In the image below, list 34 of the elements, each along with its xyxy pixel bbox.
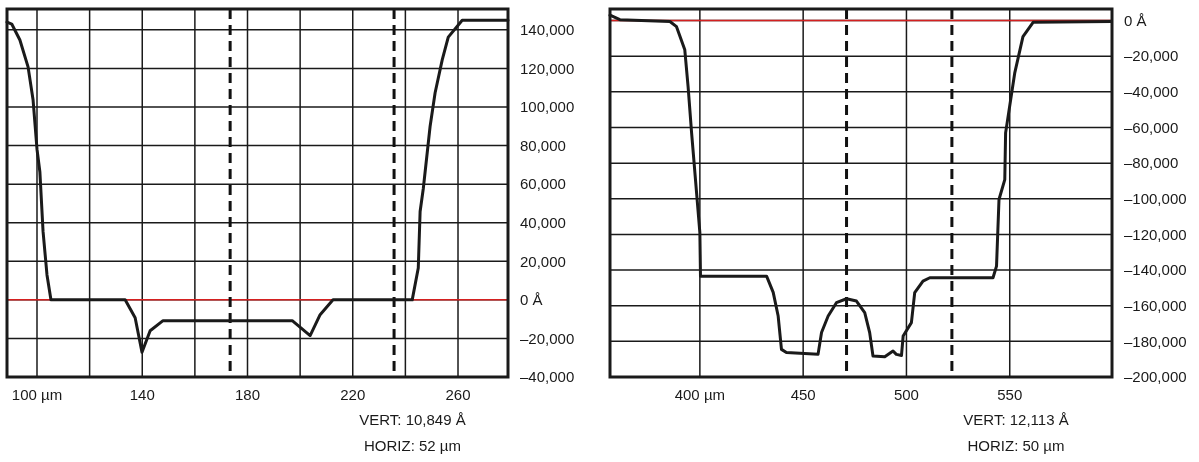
y-tick-label: –140,000 bbox=[1124, 261, 1187, 279]
x-tick-label: 100 µm bbox=[11, 386, 63, 403]
text: VERT: 10,849 Å bbox=[359, 411, 466, 428]
y-tick-label: 0 Å bbox=[1124, 11, 1147, 29]
y-tick-label: 100,000 bbox=[520, 98, 575, 116]
y-tick-label: 80,000 bbox=[520, 136, 566, 154]
y-tick-label: –120,000 bbox=[1124, 225, 1187, 243]
y-tick-label: –20,000 bbox=[520, 329, 575, 347]
x-tick-label: 500 bbox=[893, 386, 919, 403]
y-tick-label: 60,000 bbox=[520, 175, 566, 193]
y-tick-label: –20,000 bbox=[1124, 47, 1179, 65]
x-tick-label: 450 bbox=[790, 386, 816, 403]
text: HORIZ: 52 µm bbox=[364, 437, 461, 454]
y-tick-label: 140,000 bbox=[520, 21, 575, 39]
text: HORIZ: 50 µm bbox=[967, 437, 1065, 454]
x-tick-label: 260 bbox=[445, 386, 471, 403]
y-tick-label: –100,000 bbox=[1124, 190, 1187, 208]
y-tick-label: –180,000 bbox=[1124, 332, 1187, 350]
x-tick-label: 550 bbox=[997, 386, 1023, 403]
y-tick-label: 40,000 bbox=[520, 213, 566, 231]
y-tick-label: –160,000 bbox=[1124, 296, 1187, 314]
y-tick-label: –60,000 bbox=[1124, 118, 1179, 136]
x-tick-label: 140 bbox=[129, 386, 155, 403]
y-tick-label: –80,000 bbox=[1124, 154, 1179, 172]
y-tick-label: –200,000 bbox=[1124, 368, 1187, 386]
y-tick-label: –40,000 bbox=[1124, 83, 1179, 101]
y-tick-label: 20,000 bbox=[520, 252, 566, 270]
y-tick-label: 120,000 bbox=[520, 59, 575, 77]
x-tick-label: 220 bbox=[340, 386, 366, 403]
y-tick-label: 0 Å bbox=[520, 291, 543, 309]
text: VERT: 12,113 Å bbox=[963, 411, 1069, 428]
x-tick-label: 180 bbox=[234, 386, 261, 403]
y-tick-label: –40,000 bbox=[520, 368, 575, 386]
x-tick-label: 400 µm bbox=[674, 386, 726, 403]
